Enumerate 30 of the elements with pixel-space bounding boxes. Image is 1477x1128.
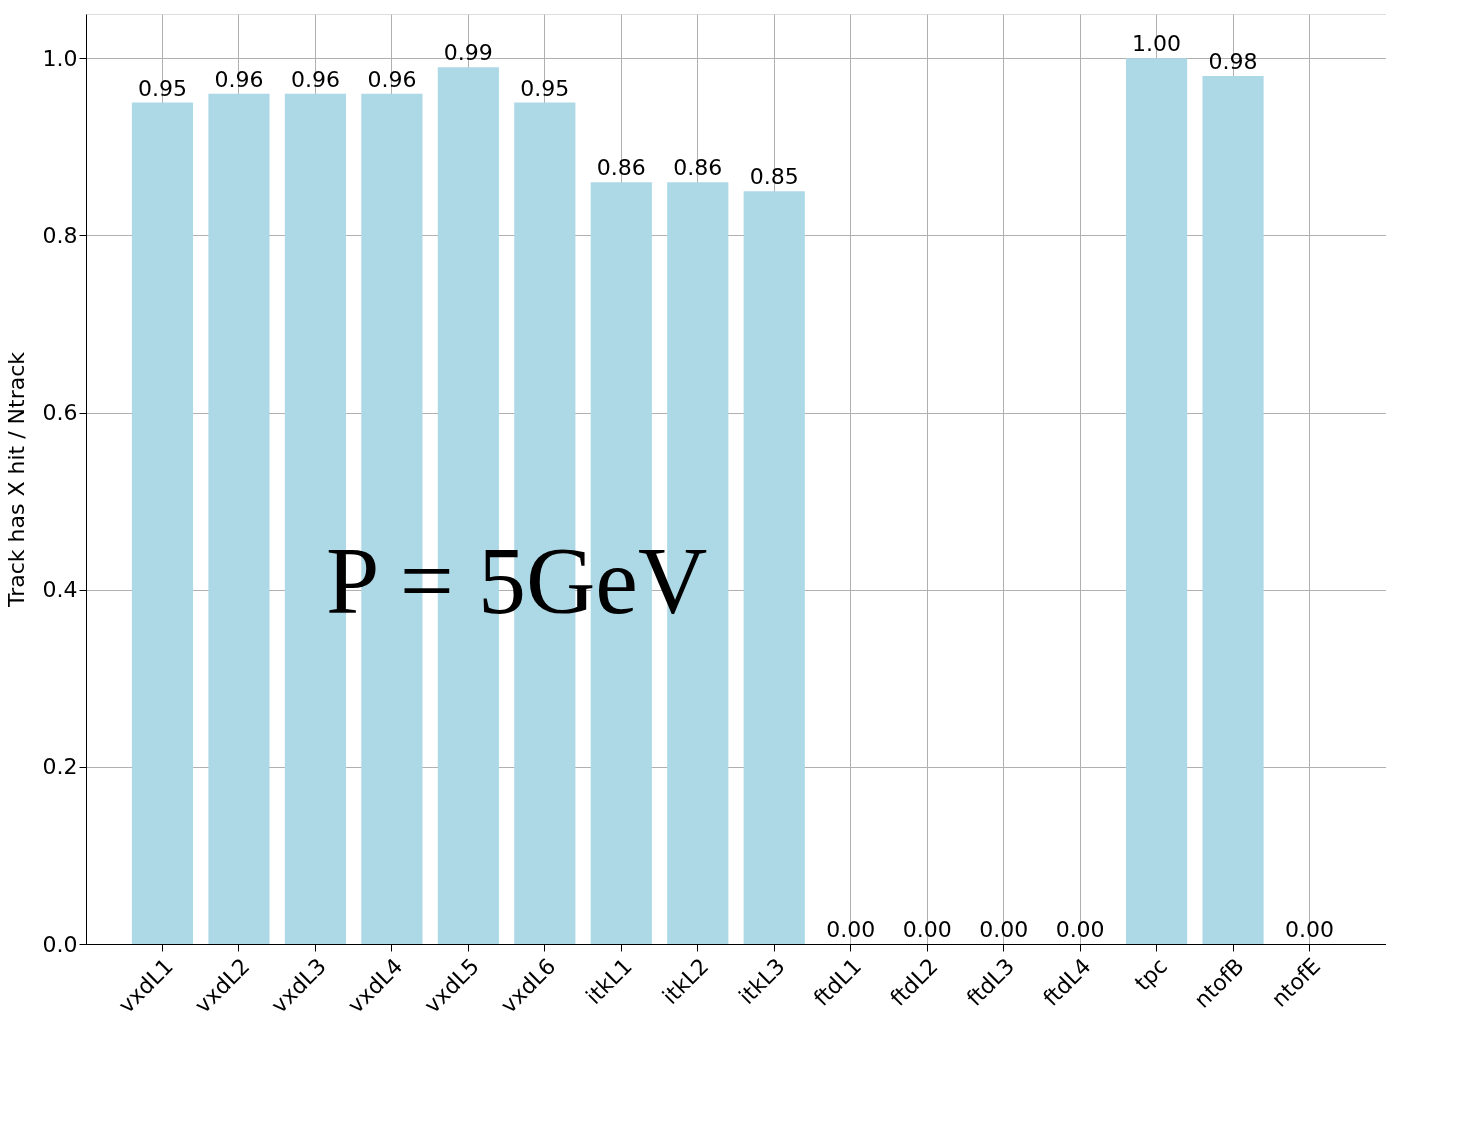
bar: [1202, 76, 1264, 944]
x-tick-label: tpc: [1129, 953, 1173, 996]
y-tick-label: 0.8: [42, 222, 78, 248]
data-label: 0.95: [520, 75, 570, 101]
annotation: P = 5GeV: [326, 527, 708, 634]
data-label: 0.96: [367, 66, 417, 92]
y-tick-label: 0.2: [42, 754, 78, 780]
bar: [1126, 58, 1188, 944]
y-tick-label: 1.0: [42, 45, 78, 71]
bar: [208, 93, 270, 944]
data-label: 0.86: [673, 155, 723, 181]
data-label: 0.00: [1285, 917, 1335, 942]
bar: [131, 102, 194, 944]
bar: [743, 191, 805, 944]
data-label: 0.00: [902, 917, 952, 942]
y-tick-label: 0.6: [42, 400, 78, 426]
data-label: 0.96: [290, 66, 340, 92]
data-label: 0.00: [979, 917, 1029, 942]
y-tick-label: 0.0: [42, 931, 78, 957]
data-label: 0.85: [749, 164, 799, 190]
data-label: 0.95: [137, 75, 187, 101]
data-label: 0.00: [1055, 917, 1105, 942]
data-label: 1.00: [1132, 31, 1182, 57]
data-label: 0.96: [214, 66, 264, 92]
data-label: 0.86: [596, 155, 646, 181]
data-label: 0.99: [443, 40, 493, 66]
y-axis-title: Track has X hit / Ntrack: [3, 351, 29, 609]
data-label: 0.98: [1208, 49, 1258, 74]
data-label: 0.00: [826, 917, 876, 942]
y-tick-label: 0.4: [42, 577, 78, 603]
